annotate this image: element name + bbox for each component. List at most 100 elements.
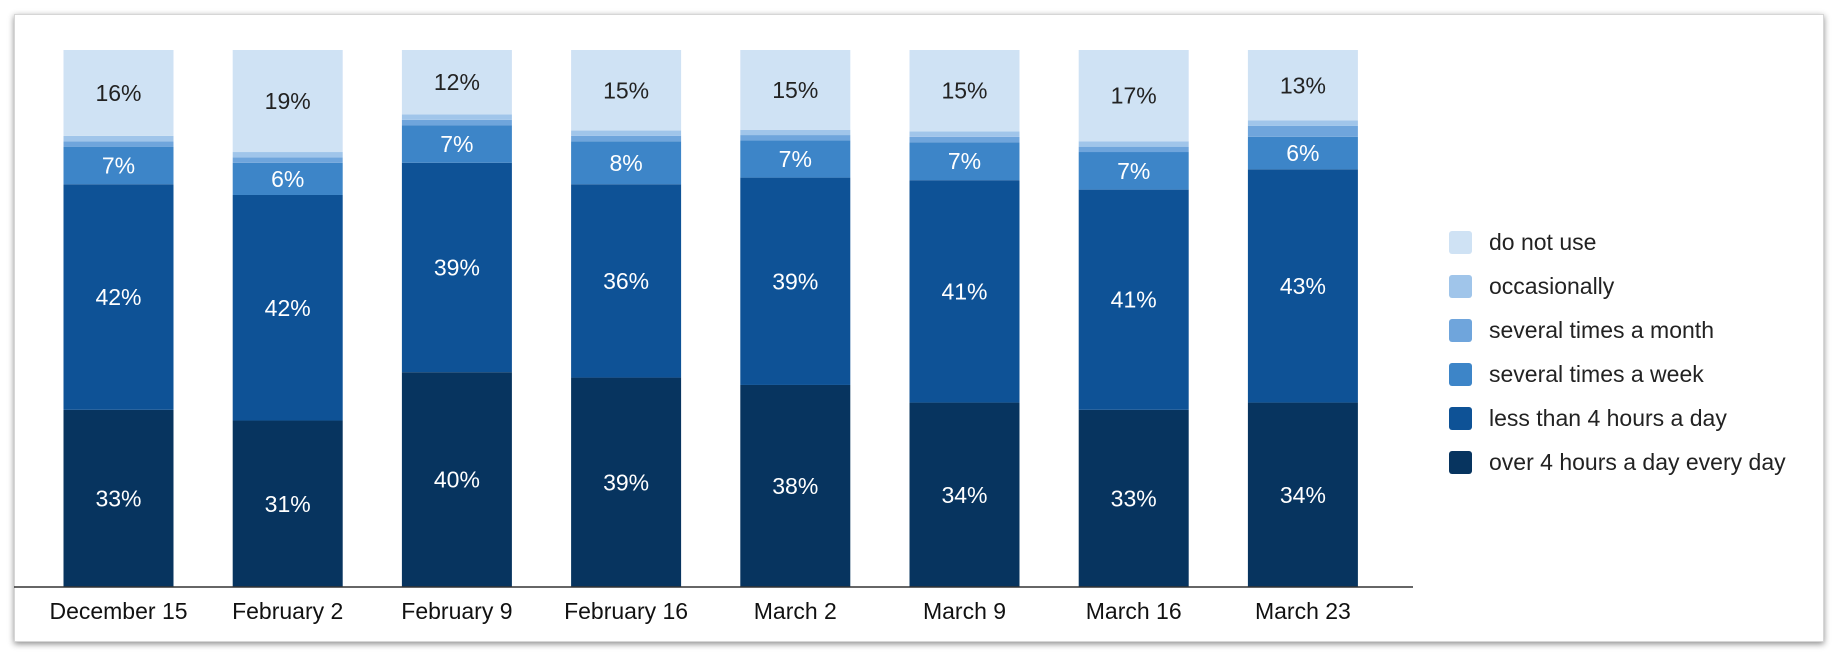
bar-segment: [909, 180, 1020, 403]
bar-stack: 33% 42% 7% 16%: [63, 50, 174, 587]
bar-segment: [740, 177, 851, 385]
bar-stack: 38% 39% 7% 15%: [740, 50, 851, 587]
data-label: 40%: [434, 467, 480, 493]
legend-item: over 4 hours a day every day: [1449, 440, 1829, 484]
data-label: 39%: [603, 469, 649, 495]
x-tick-labels: December 15 February 2 February 9 February …: [49, 598, 1350, 624]
bar-segment: [571, 377, 682, 587]
bar-segment: [63, 184, 174, 410]
legend-swatch: [1449, 318, 1472, 342]
bar-segment: [1078, 409, 1189, 587]
data-label: 33%: [1111, 485, 1157, 511]
bar-segment: [401, 50, 512, 115]
x-tick-label: February 9: [401, 598, 512, 624]
legend-label: do not use: [1489, 228, 1597, 255]
data-label: 39%: [772, 268, 818, 294]
data-label: 6%: [1286, 140, 1319, 166]
bar-stack: 34% 41% 7% 15%: [909, 50, 1020, 587]
legend-label: several times a week: [1489, 360, 1704, 387]
bar-segment: [909, 131, 1020, 137]
x-tick-label: December 15: [49, 598, 187, 624]
x-tick-label: March 9: [923, 598, 1006, 624]
legend-label: over 4 hours a day every day: [1489, 448, 1786, 475]
bar-segment: [740, 140, 851, 178]
bar-segment: [63, 141, 174, 147]
bar-segment: [401, 372, 512, 587]
data-label: 7%: [948, 148, 981, 174]
legend-label: several times a month: [1489, 316, 1714, 343]
bar-segment: [1247, 136, 1358, 170]
data-label: 15%: [603, 77, 649, 103]
bar-segment: [571, 50, 682, 131]
bar-segment: [401, 119, 512, 126]
data-label: 7%: [1117, 158, 1150, 184]
legend-swatch: [1449, 406, 1472, 430]
bar-segment: [740, 50, 851, 130]
bar-segment: [1247, 125, 1358, 137]
bar-segment: [1078, 152, 1189, 190]
data-label: 34%: [941, 482, 987, 508]
bar-segment: [63, 409, 174, 587]
data-label: 39%: [434, 254, 480, 280]
legend-swatch: [1449, 450, 1472, 474]
legend: do not use occasionally several times a mo…: [1449, 220, 1829, 484]
data-label: 7%: [440, 131, 473, 157]
data-label: 12%: [434, 69, 480, 95]
data-label: 42%: [265, 295, 311, 321]
bar-segment: [232, 420, 343, 587]
x-tick-label: March 2: [754, 598, 837, 624]
bar-segment: [740, 129, 851, 136]
data-label: 41%: [1111, 287, 1157, 313]
legend-item: do not use: [1449, 220, 1829, 264]
data-label: 6%: [271, 166, 304, 192]
data-label: 15%: [772, 77, 818, 103]
bar-segment: [63, 146, 174, 185]
legend-item: several times a week: [1449, 352, 1829, 396]
bar-segment: [740, 135, 851, 141]
bar-segment: [63, 50, 174, 136]
bar-segment: [571, 130, 682, 136]
bar-stack: 40% 39% 7% 12%: [401, 50, 512, 587]
bar-stack: 34% 43% 6% 13%: [1247, 50, 1358, 587]
bar-segment: [1247, 169, 1358, 403]
data-label: 16%: [95, 80, 141, 106]
bar-segment: [909, 402, 1020, 587]
bar-stack: 33% 41% 7% 17%: [1078, 50, 1189, 587]
legend-item: several times a month: [1449, 308, 1829, 352]
x-tick-label: February 2: [232, 598, 343, 624]
bar-stack: 31% 42% 6% 19%: [232, 50, 343, 587]
bar-segment: [232, 157, 343, 163]
bar-segment: [232, 152, 343, 158]
bar-segment: [232, 50, 343, 153]
bar-segment: [232, 162, 343, 195]
data-label: 43%: [1280, 273, 1326, 299]
data-label: 13%: [1280, 72, 1326, 98]
legend-label: occasionally: [1489, 272, 1615, 299]
data-label: 42%: [95, 284, 141, 310]
data-label: 8%: [609, 150, 642, 176]
bar-segment: [1078, 146, 1189, 153]
bar-segment: [909, 136, 1020, 143]
data-label: 31%: [265, 491, 311, 517]
data-label: 7%: [102, 152, 135, 178]
bar-segment: [1247, 402, 1358, 587]
bars-layer: 33% 42% 7% 16% 31% 42% 6% 19% 40% 39% 7% 12% 39% 36% 8…: [63, 50, 1358, 587]
legend-swatch: [1449, 274, 1472, 298]
bar-segment: [401, 162, 512, 373]
bar-segment: [740, 384, 851, 587]
data-label: 19%: [265, 88, 311, 114]
bar-segment: [571, 135, 682, 142]
x-tick-label: February 16: [564, 598, 688, 624]
data-label: 15%: [941, 78, 987, 104]
bar-segment: [1078, 50, 1189, 142]
bar-segment: [1247, 120, 1358, 126]
data-label: 38%: [772, 473, 818, 499]
bar-segment: [1247, 50, 1358, 121]
legend-label: less than 4 hours a day: [1489, 404, 1727, 431]
data-label: 36%: [603, 268, 649, 294]
legend-swatch: [1449, 362, 1472, 386]
legend-item: less than 4 hours a day: [1449, 396, 1829, 440]
data-label: 33%: [95, 485, 141, 511]
bar-segment: [401, 125, 512, 163]
